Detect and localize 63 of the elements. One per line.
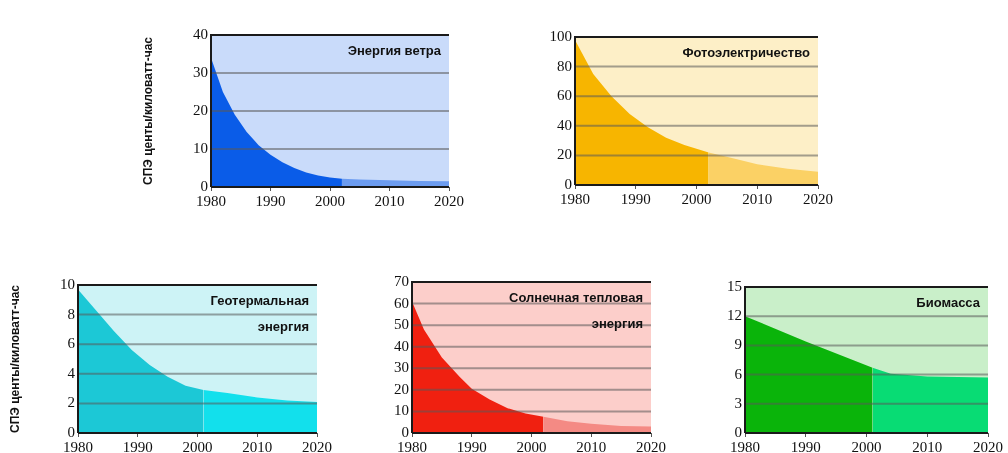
text: Геотермальная энергия — [210, 292, 309, 334]
y-tick-label: 15 — [727, 277, 742, 294]
text: Энергия ветра — [347, 42, 442, 58]
x-tick-label: 2010 — [576, 438, 607, 453]
x-tick-label: 2000 — [315, 192, 345, 209]
y-tick-label: 12 — [727, 307, 742, 324]
x-tick-label: 1990 — [790, 438, 821, 453]
y-tick-label: 20 — [394, 380, 409, 397]
y-tick-label: 40 — [193, 25, 208, 42]
x-tick-label: 2000 — [182, 438, 213, 453]
y-tick-label: 70 — [394, 272, 409, 289]
x-tick-label: 1980 — [196, 192, 226, 209]
x-tick-label: 1980 — [397, 438, 427, 453]
x-tick-label: 2020 — [636, 438, 666, 453]
y-tick-label: 6 — [734, 365, 743, 382]
y-axis-title: СПЭ центы/киловатт-час — [7, 284, 22, 434]
y-tick-label: 20 — [193, 101, 208, 118]
x-tick-label: 2020 — [434, 192, 464, 209]
text: Биомасса — [916, 294, 981, 310]
y-tick-label: 60 — [394, 294, 409, 311]
y-tick-label: 4 — [67, 364, 76, 381]
x-tick-label: 2020 — [302, 438, 332, 453]
y-tick-label: 20 — [557, 146, 572, 163]
y-tick-label: 30 — [394, 359, 409, 376]
x-tick-label: 2010 — [242, 438, 273, 453]
y-tick-label: 3 — [734, 394, 742, 411]
y-tick-label: 0 — [67, 423, 75, 440]
y-tick-label: 0 — [734, 423, 742, 440]
x-tick-label: 1990 — [456, 438, 487, 453]
y-tick-label: 0 — [200, 177, 208, 194]
y-tick-label: 10 — [394, 402, 409, 419]
x-tick-label: 2010 — [912, 438, 943, 453]
x-tick-label: 2000 — [516, 438, 547, 453]
y-tick-label: 60 — [557, 87, 572, 104]
x-tick-label: 2000 — [851, 438, 882, 453]
y-tick-label: 9 — [734, 336, 742, 353]
y-tick-label: 50 — [394, 316, 409, 333]
y-tick-label: 6 — [67, 335, 76, 352]
y-tick-label: 80 — [557, 57, 572, 74]
x-tick-label: 1980 — [63, 438, 93, 453]
y-tick-label: 30 — [193, 63, 208, 80]
x-tick-label: 1990 — [255, 192, 286, 209]
x-tick-label: 2020 — [803, 190, 833, 207]
x-tick-label: 2010 — [742, 190, 773, 207]
y-tick-label: 2 — [67, 394, 75, 411]
y-tick-label: 100 — [549, 27, 572, 44]
x-tick-label: 1980 — [560, 190, 590, 207]
x-tick-label: 1980 — [730, 438, 760, 453]
x-tick-label: 1990 — [620, 190, 651, 207]
x-tick-label: 2000 — [681, 190, 712, 207]
x-tick-label: 2020 — [973, 438, 1003, 453]
y-axis-title: СПЭ центы/киловатт-час — [140, 36, 155, 186]
y-tick-label: 0 — [401, 423, 409, 440]
x-tick-label: 2010 — [374, 192, 405, 209]
y-tick-label: 40 — [394, 337, 409, 354]
y-tick-label: 0 — [564, 175, 572, 192]
text: Фотоэлектричество — [682, 44, 811, 60]
y-tick-label: 10 — [60, 275, 75, 292]
y-tick-label: 40 — [557, 116, 572, 133]
text: Солнечная тепловая энергия — [509, 289, 643, 331]
y-tick-label: 10 — [193, 139, 208, 156]
y-tick-label: 8 — [67, 305, 75, 322]
x-tick-label: 1990 — [122, 438, 153, 453]
